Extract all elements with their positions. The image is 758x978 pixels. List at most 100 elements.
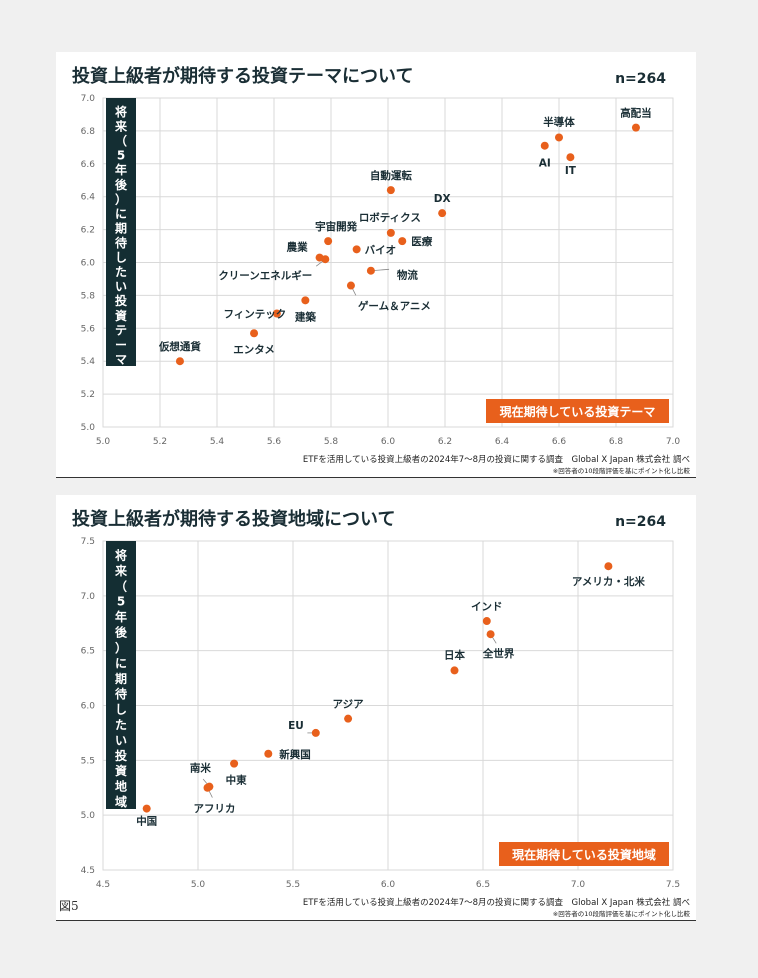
data-point (346, 281, 355, 290)
method-note: ※回答者の10段階評価を基にポイント化し比較 (552, 467, 690, 475)
data-label: DX (434, 193, 451, 205)
data-point (482, 617, 491, 626)
x-tick-label: 5.5 (286, 880, 300, 890)
data-point (366, 266, 375, 275)
data-label: 全世界 (482, 647, 515, 660)
y-axis-title-char: 期 (115, 671, 127, 686)
y-tick-label: 6.0 (81, 702, 96, 712)
data-label: クリーンエネルギー (218, 269, 312, 282)
data-label: 中国 (136, 815, 157, 828)
x-tick-label: 4.5 (96, 880, 110, 890)
y-axis-title-char: マ (115, 352, 127, 366)
y-axis-title-char: テ (115, 323, 127, 337)
y-axis-title-char: に (115, 207, 127, 221)
sample-size: n=264 (615, 71, 666, 87)
y-tick-label: 5.0 (81, 423, 96, 433)
y-axis-title-char: ー (115, 338, 127, 352)
data-label: 宇宙開発 (315, 220, 357, 233)
chart-title: 投資上級者が期待する投資テーマについて (72, 66, 414, 87)
y-tick-label: 7.0 (81, 592, 96, 602)
data-label: アメリカ・北米 (572, 575, 645, 588)
y-tick-label: 6.8 (81, 127, 96, 137)
y-tick-label: 5.8 (81, 291, 96, 301)
y-axis-title-char: 年 (115, 609, 127, 624)
y-tick-label: 5.4 (81, 357, 96, 367)
y-tick-label: 6.5 (81, 647, 95, 657)
data-point (386, 228, 395, 237)
y-tick-label: 6.4 (81, 193, 96, 203)
x-tick-label: 5.0 (96, 437, 111, 447)
y-axis-title-char: 年 (115, 162, 127, 177)
x-axis-title: 現在期待している投資地域 (512, 847, 656, 862)
y-axis-title-char: 期 (115, 220, 127, 235)
x-tick-label: 6.5 (476, 880, 490, 890)
data-point (311, 728, 320, 737)
data-label: 中東 (226, 774, 247, 787)
x-tick-label: 6.2 (438, 437, 452, 447)
y-axis-title-char: い (115, 733, 127, 747)
data-label: 日本 (444, 648, 465, 661)
data-point (604, 562, 613, 571)
y-axis-title-char: い (115, 280, 127, 294)
y-axis-title-char: 域 (115, 794, 127, 809)
data-point (450, 666, 459, 675)
x-axis-title-box (486, 399, 669, 423)
data-point (555, 133, 563, 142)
data-label: 新興国 (279, 748, 311, 761)
source-text: ETFを活用している投資上級者の2024年7〜8月の投資に関する調査 Globa… (302, 898, 690, 908)
data-point (142, 804, 151, 813)
theme-scatter-plot: 5.0 5.2 5.4 5.6 5.8 6.0 6.2 6.4 6.6 6.8 7.0 5.0 5.2 5… (81, 94, 681, 447)
data-label: ゲーム＆アニメ (358, 300, 431, 313)
source-text: ETFを活用している投資上級者の2024年7〜8月の投資に関する調査 Globa… (302, 455, 690, 465)
data-point (352, 245, 361, 254)
data-label: 農業 (287, 241, 308, 254)
y-axis-title-char: 5 (117, 595, 125, 609)
data-point (486, 630, 495, 639)
data-point (301, 296, 310, 305)
data-label: フィンテック (223, 308, 286, 320)
x-tick-label: 5.8 (324, 437, 339, 447)
data-point (175, 357, 184, 366)
y-tick-label: 4.5 (81, 866, 95, 876)
y-tick-label: 7.5 (81, 537, 95, 547)
data-label: EU (288, 720, 304, 732)
y-axis-title-char: 待 (115, 686, 127, 701)
y-axis-title-char: 資 (115, 763, 127, 778)
x-tick-label: 6.8 (609, 437, 624, 447)
data-point (264, 749, 273, 758)
chart-title: 投資上級者が期待する投資地域について (72, 509, 396, 530)
y-axis-title-char: 地 (115, 779, 127, 794)
data-point (272, 309, 281, 318)
region-chart-panel: 投資上級者が期待する投資地域について n=264 4.5 5.0 5.5 6.0 6.5… (56, 495, 696, 921)
method-note: ※回答者の10段階評価を基にポイント化し比較 (552, 910, 690, 918)
y-tick-label: 5.6 (81, 324, 96, 334)
y-tick-label: 5.2 (81, 390, 95, 400)
data-point (344, 714, 353, 723)
y-axis-title-char: （ (115, 133, 127, 148)
data-label: 建築 (294, 310, 316, 323)
x-tick-label: 7.5 (666, 880, 680, 890)
y-axis-title-char: 来 (114, 563, 128, 578)
x-tick-label: 6.4 (495, 437, 510, 447)
y-axis-title-char: 5 (117, 149, 125, 163)
x-tick-label: 6.6 (552, 437, 567, 447)
y-tick-label: 5.0 (81, 811, 96, 821)
data-label: AI (539, 158, 551, 170)
y-axis-title-box (106, 98, 136, 366)
data-label: 半導体 (543, 115, 575, 128)
x-tick-label: 6.0 (381, 880, 396, 890)
data-label: 仮想通貨 (158, 340, 201, 353)
y-axis-title-char: 資 (115, 308, 127, 323)
y-axis-title-char: し (115, 251, 127, 265)
data-point (438, 209, 447, 218)
x-tick-label: 7.0 (571, 880, 586, 890)
x-tick-label: 5.2 (153, 437, 167, 447)
data-label: バイオ (365, 244, 397, 256)
y-tick-label: 7.0 (81, 94, 96, 104)
data-point (321, 255, 330, 264)
data-point (540, 141, 549, 150)
data-point (203, 783, 212, 792)
x-tick-label: 5.6 (267, 437, 282, 447)
